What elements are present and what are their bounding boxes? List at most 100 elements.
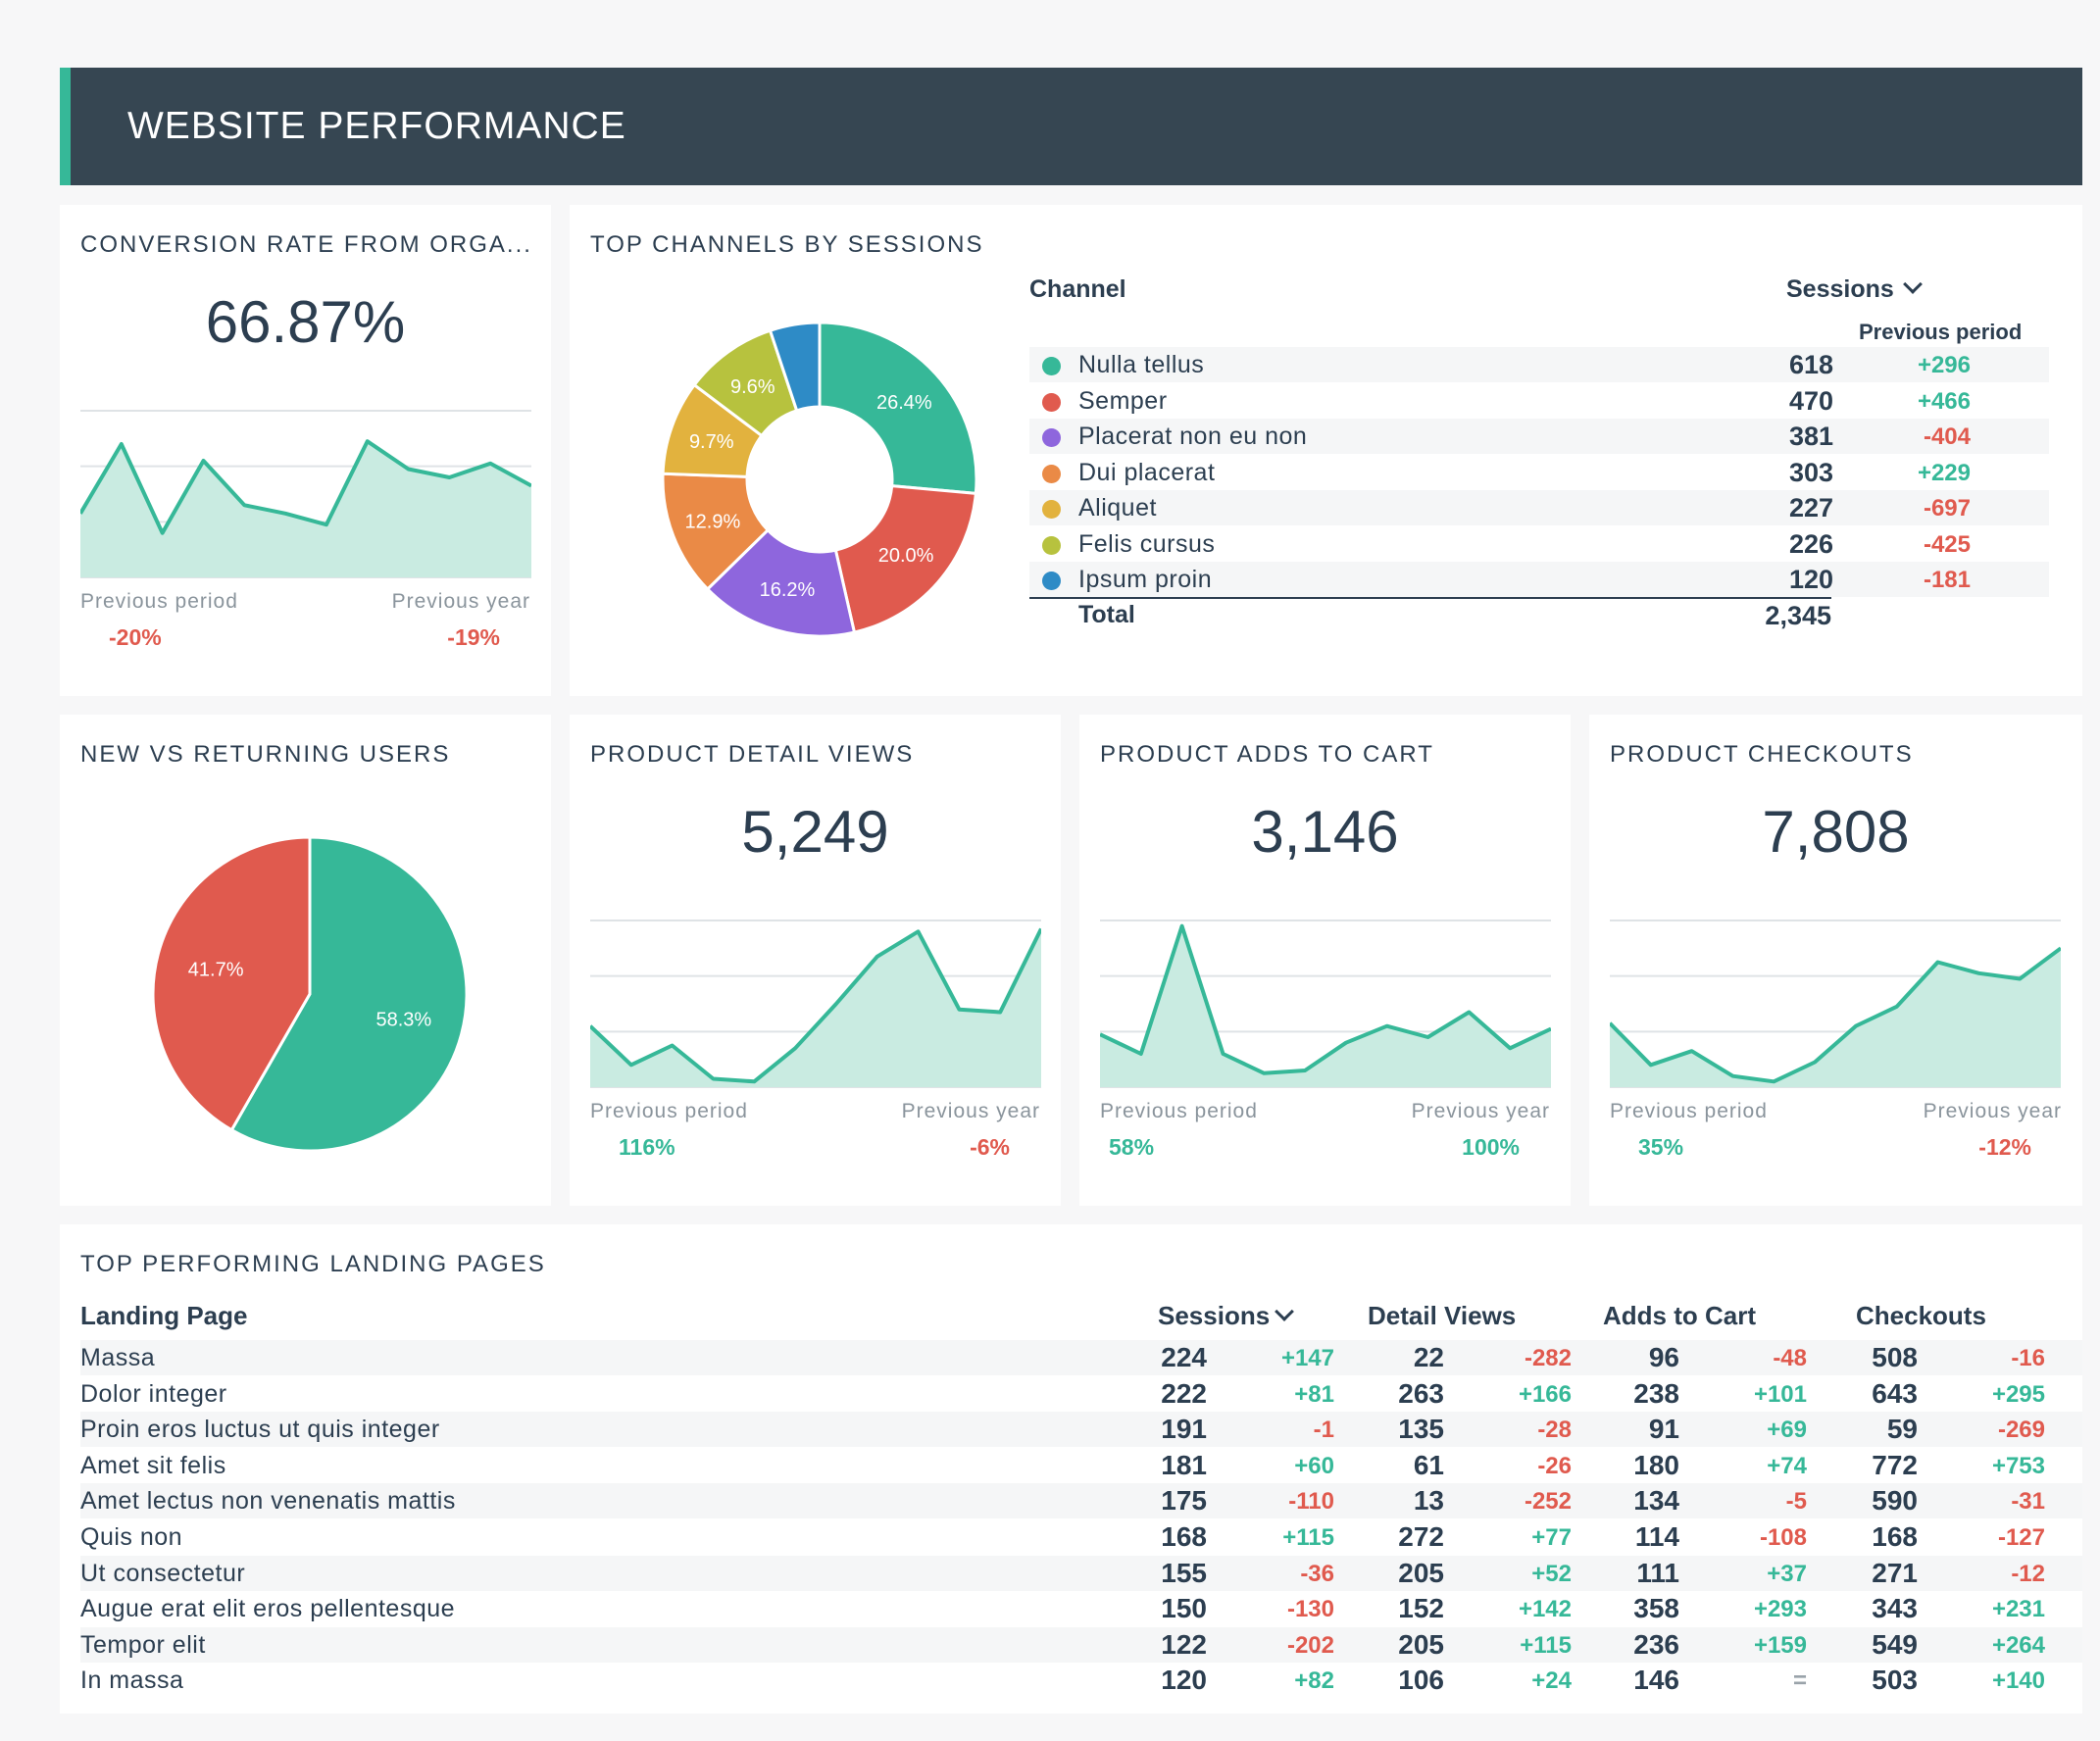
conversion-rate-card[interactable]: CONVERSION RATE FROM ORGA... 66.87% Prev… bbox=[60, 205, 551, 696]
new-vs-returning-title: NEW VS RETURNING USERS bbox=[80, 741, 451, 768]
table-row[interactable]: Amet sit felis 181 +60 61 -26 180 +74 772 +753 bbox=[80, 1448, 2082, 1483]
top-channels-title: TOP CHANNELS BY SESSIONS bbox=[590, 231, 984, 258]
adds-cell: 146 bbox=[1633, 1665, 1679, 1696]
channel-sessions: 470 bbox=[1788, 385, 1833, 416]
pie-slice-label: 58.3% bbox=[375, 1010, 431, 1031]
product-detail-views-title: PRODUCT DETAIL VIEWS bbox=[590, 741, 915, 768]
sparkline-area bbox=[1610, 948, 2061, 1087]
new-vs-returning-pie-chart: 58.3% 41.7% bbox=[151, 835, 469, 1153]
channel-delta: +229 bbox=[1917, 459, 1971, 486]
prev-year-value: -6% bbox=[970, 1134, 1010, 1160]
views-cell: 205 bbox=[1398, 1557, 1444, 1588]
sessions-cell: 181 bbox=[1161, 1449, 1207, 1480]
views-cell: 13 bbox=[1413, 1485, 1444, 1517]
checkouts-cell: 590 bbox=[1872, 1485, 1918, 1517]
pie-slice-placerat-non-eu-non[interactable] bbox=[705, 527, 857, 638]
channel-row[interactable]: Ipsum proin 120 -181 bbox=[1029, 562, 2049, 597]
pie-slice-label: 41.7% bbox=[188, 959, 244, 980]
sessions-cell: 120 bbox=[1161, 1665, 1207, 1696]
sessions-column-header[interactable]: Sessions bbox=[1158, 1301, 1295, 1331]
detail-views-column-header[interactable]: Detail Views bbox=[1368, 1301, 1517, 1330]
channel-row[interactable]: Dui placerat 303 +229 bbox=[1029, 455, 2049, 490]
prev-period-value: -20% bbox=[109, 624, 162, 650]
checkouts-delta-cell: -127 bbox=[1997, 1524, 2045, 1551]
pie-slice-ipsum-proin[interactable] bbox=[768, 321, 822, 413]
landing-page-name: Augue erat elit eros pellentesque bbox=[80, 1595, 456, 1623]
pie-slice-label: 20.0% bbox=[878, 545, 934, 567]
pie-slice-label: 16.2% bbox=[760, 579, 816, 601]
checkouts-cell: 549 bbox=[1872, 1628, 1918, 1660]
adds-to-cart-column-header[interactable]: Adds to Cart bbox=[1603, 1301, 1756, 1330]
sessions-delta-cell: +147 bbox=[1280, 1345, 1334, 1371]
channel-name: Dui placerat bbox=[1078, 458, 1216, 486]
channel-sessions: 381 bbox=[1788, 422, 1833, 451]
sparkline-area bbox=[80, 441, 531, 577]
table-row[interactable]: Proin eros luctus ut quis integer 191 -1 13… bbox=[80, 1412, 2082, 1448]
views-delta-cell: -252 bbox=[1524, 1488, 1572, 1516]
landing-page-name: Proin eros luctus ut quis integer bbox=[80, 1416, 440, 1444]
views-delta-cell: +52 bbox=[1531, 1560, 1572, 1587]
landing-pages-card[interactable]: TOP PERFORMING LANDING PAGES Landing Pag… bbox=[60, 1224, 2082, 1714]
views-cell: 61 bbox=[1413, 1449, 1444, 1480]
adds-delta-cell: +69 bbox=[1767, 1417, 1807, 1444]
sessions-delta-cell: -202 bbox=[1286, 1631, 1334, 1659]
product-checkouts-title: PRODUCT CHECKOUTS bbox=[1610, 741, 1914, 768]
product-detail-views-sparkline bbox=[590, 920, 1041, 1088]
product-detail-views-card[interactable]: PRODUCT DETAIL VIEWS 5,249 Previous peri… bbox=[570, 715, 1061, 1206]
landing-page-name: Massa bbox=[80, 1344, 156, 1371]
table-row[interactable]: Massa 224 +147 22 -282 96 -48 508 -16 bbox=[80, 1340, 2082, 1375]
table-row[interactable]: In massa 120 +82 106 +24 146 = 503 +140 bbox=[80, 1663, 2082, 1698]
landing-page-name: Quis non bbox=[80, 1523, 183, 1551]
sparkline-line bbox=[80, 439, 531, 535]
conversion-rate-sparkline bbox=[80, 410, 531, 578]
channel-color-dot bbox=[1042, 572, 1061, 590]
channel-sessions: 618 bbox=[1788, 350, 1833, 379]
views-delta-cell: -28 bbox=[1537, 1417, 1572, 1444]
table-row[interactable]: Quis non 168 +115 272 +77 114 -108 168 -127 bbox=[80, 1519, 2082, 1555]
channel-name: Ipsum proin bbox=[1078, 566, 1213, 593]
product-checkouts-card[interactable]: PRODUCT CHECKOUTS 7,808 Previous period … bbox=[1589, 715, 2082, 1206]
sessions-delta-cell: -36 bbox=[1300, 1560, 1334, 1587]
channels-donut-chart: 26.4% 20.0% 16.2% 12.9% 9.7% 9.6% bbox=[661, 321, 978, 638]
product-detail-views-value: 5,249 bbox=[741, 799, 889, 865]
table-row[interactable]: Ut consectetur 155 -36 205 +52 111 +37 271 -12 bbox=[80, 1555, 2082, 1591]
pie-slice-semper[interactable] bbox=[833, 483, 977, 634]
views-cell: 263 bbox=[1398, 1377, 1444, 1409]
checkouts-delta-cell: +753 bbox=[1991, 1452, 2045, 1479]
checkouts-column-header[interactable]: Checkouts bbox=[1856, 1301, 1986, 1330]
pie-slice-returning[interactable] bbox=[229, 835, 469, 1153]
channel-row[interactable]: Aliquet 227 -697 bbox=[1029, 490, 2049, 525]
new-vs-returning-card[interactable]: NEW VS RETURNING USERS 58.3% 41.7% bbox=[60, 715, 551, 1206]
top-channels-card[interactable]: TOP CHANNELS BY SESSIONS 26.4% 20.0% 16.2%… bbox=[570, 205, 2082, 696]
conversion-rate-value: 66.87% bbox=[205, 289, 406, 355]
product-checkouts-sparkline bbox=[1610, 920, 2061, 1088]
pie-slice-new[interactable] bbox=[151, 835, 312, 1132]
channel-row[interactable]: Felis cursus 226 -425 bbox=[1029, 526, 2049, 562]
pie-slice-nulla-tellus[interactable] bbox=[818, 321, 978, 495]
channel-column-header: Channel bbox=[1029, 275, 1126, 303]
prev-year-value: -19% bbox=[447, 624, 500, 650]
prev-period-label: Previous period bbox=[590, 1100, 748, 1122]
table-row[interactable]: Amet lectus non venenatis mattis 175 -110 1… bbox=[80, 1483, 2082, 1519]
checkouts-cell: 643 bbox=[1872, 1377, 1918, 1409]
checkouts-cell: 59 bbox=[1886, 1414, 1918, 1445]
table-row[interactable]: Augue erat elit eros pellentesque 150 -130… bbox=[80, 1591, 2082, 1626]
checkouts-cell: 271 bbox=[1872, 1557, 1918, 1588]
table-row[interactable]: Tempor elit 122 -202 205 +115 236 +159 549 +264 bbox=[80, 1626, 2082, 1663]
adds-cell: 236 bbox=[1633, 1628, 1679, 1660]
table-row[interactable]: Dolor integer 222 +81 263 +166 238 +101 643 +295 bbox=[80, 1376, 2082, 1412]
channel-row[interactable]: Nulla tellus 618 +296 bbox=[1029, 347, 2049, 382]
sparkline-area bbox=[590, 928, 1041, 1087]
adds-delta-cell: +101 bbox=[1753, 1380, 1807, 1408]
channel-row[interactable]: Semper 470 +466 bbox=[1029, 383, 2049, 419]
sessions-column-header[interactable]: Sessions bbox=[1786, 274, 1923, 304]
prev-year-label: Previous year bbox=[1411, 1100, 1550, 1122]
prev-year-label: Previous year bbox=[391, 590, 530, 613]
product-adds-to-cart-card[interactable]: PRODUCT ADDS TO CART 3,146 Previous peri… bbox=[1079, 715, 1571, 1206]
checkouts-delta-cell: +231 bbox=[1991, 1596, 2045, 1623]
checkouts-delta-cell: +295 bbox=[1991, 1380, 2045, 1408]
channel-row[interactable]: Placerat non eu non 381 -404 bbox=[1029, 419, 2049, 454]
channel-delta: -697 bbox=[1923, 495, 1971, 522]
adds-cell: 91 bbox=[1648, 1414, 1679, 1445]
landing-page-name: Amet sit felis bbox=[80, 1451, 226, 1479]
